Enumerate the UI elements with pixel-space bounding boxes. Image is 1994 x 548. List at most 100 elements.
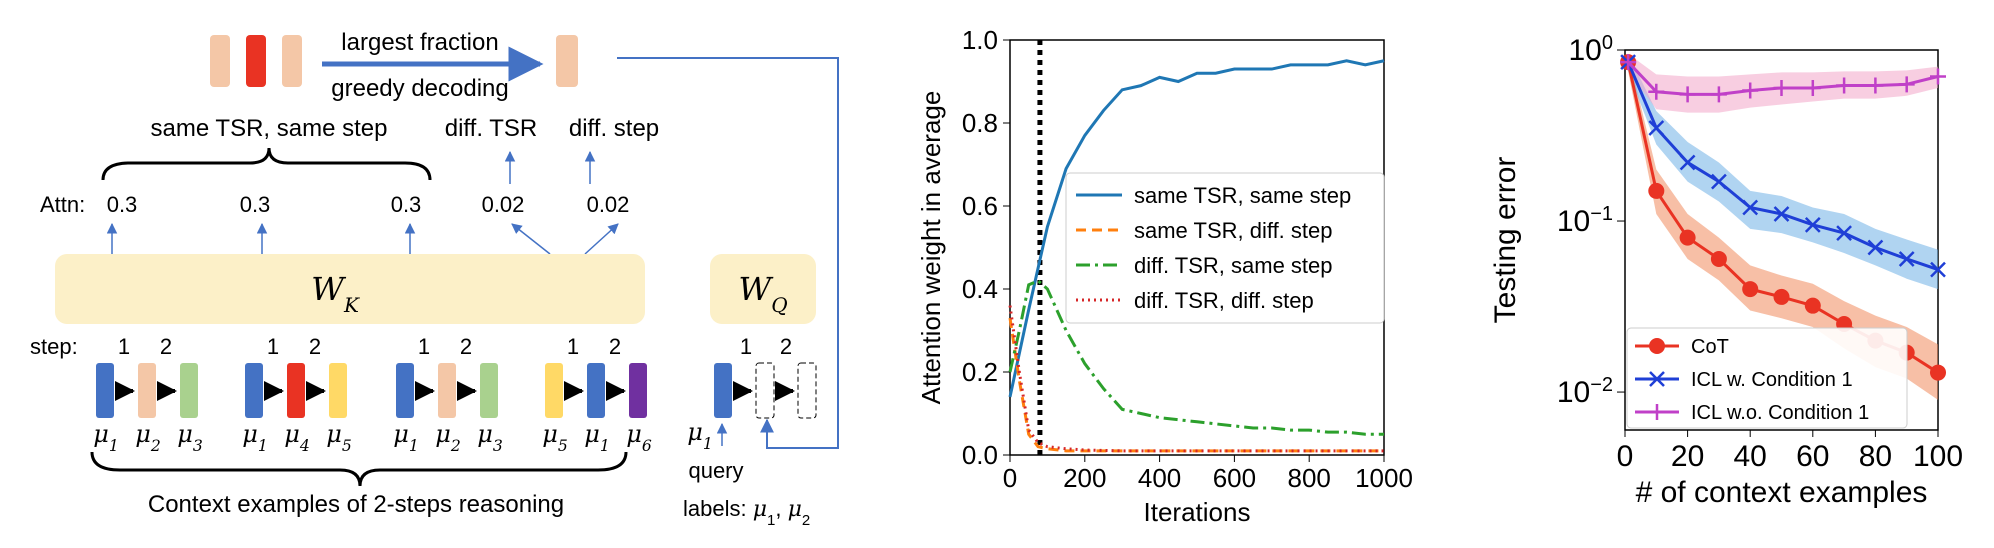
greedy-decoding-label: greedy decoding [331,75,508,102]
y-tick-label: 0.8 [962,108,998,138]
attn-label: Attn: [40,192,85,217]
query-token-bar [714,363,732,418]
y-tick-label: 0.6 [962,191,998,221]
token-bar [587,363,605,418]
legend-entry: CoT [1691,336,1729,358]
wk-label: WK [311,270,360,317]
attn-value: 0.3 [391,192,422,217]
token-mu: μ3 [477,420,503,455]
data-point [1930,68,1946,85]
x-tick-label: 1000 [1355,463,1413,493]
step-number: 1 [418,334,430,359]
output-token-bar [282,35,302,87]
output-token-bar [210,35,230,87]
data-point [1898,251,1915,267]
bottom-brace [90,451,628,487]
context-examples: 1 2 μ1 μ2 μ3 1 2 μ1 μ4 μ5 1 2 μ1 μ2 μ3 1 2 μ5 μ1 μ6 [93,334,652,455]
error-band [1628,53,1938,113]
output-token-bars [210,35,302,87]
data-point [1742,82,1759,99]
context-example: 1 2 μ1 μ2 μ3 [93,334,203,455]
error-band [1628,53,1938,400]
legend-entry: same TSR, same step [1134,183,1351,208]
context-example: 1 2 μ1 μ2 μ3 [393,334,503,455]
attn-value: 0.02 [482,192,525,217]
data-point [1710,250,1727,267]
y-tick-label: 100 [1569,32,1614,67]
y-tick-label: 0.4 [962,274,998,304]
x-tick-label: 200 [1063,463,1106,493]
data-point [1710,86,1727,103]
y-tick-label: 0.0 [962,440,998,470]
query-label: query [688,458,743,483]
y-tick-label: 10−2 [1557,374,1613,409]
x-tick-label: 60 [1796,440,1829,473]
token-bar [480,363,498,418]
legend-entry: ICL w.o. Condition 1 [1691,402,1869,424]
token-mu: μ2 [135,420,161,455]
data-point [1620,54,1637,71]
step-number: 1 [567,334,579,359]
y-tick-label: 1.0 [962,25,998,55]
context-example: 1 2 μ5 μ1 μ6 [542,334,652,455]
data-point [1804,79,1821,96]
token-mu: μ4 [284,420,310,455]
y-tick-label: 0.2 [962,357,998,387]
step-number: 1 [740,334,752,359]
attention-weight-chart: 0 200 400 600 800 1000 0.0 0.2 0.4 0.6 0.8 1.0 Itera… [916,25,1413,527]
token-mu: μ1 [393,420,419,455]
legend-entry: diff. TSR, same step [1134,253,1333,278]
data-point [1679,154,1696,171]
data-point [1773,79,1790,96]
token-mu: μ1 [242,420,268,455]
data-point [1930,364,1946,381]
token-bar [287,363,305,418]
step-number: 1 [118,334,130,359]
token-mu: μ2 [435,420,461,455]
token-mu: μ1 [93,420,119,455]
top-brace [101,147,432,181]
step-number: 2 [780,334,792,359]
legend-entry: diff. TSR, diff. step [1134,288,1314,313]
data-point [1648,120,1665,136]
feedback-loop-line [617,57,839,449]
data-point [1648,83,1665,100]
step-number: 2 [160,334,172,359]
y-tick-label: 10−1 [1557,203,1613,238]
token-bar [629,363,647,418]
step-number: 2 [609,334,621,359]
legend [1626,327,1908,429]
legend-entry: ICL w. Condition 1 [1691,369,1853,391]
x-tick-label: 100 [1913,440,1963,473]
token-bar [180,363,198,418]
token-bar [396,363,414,418]
legend-marker [1649,338,1665,354]
x-tick-label: 80 [1859,440,1892,473]
token-bar [138,363,156,418]
legend-marker [1649,404,1665,420]
x-tick-label: 0 [1003,463,1017,493]
x-tick-label: 0 [1617,440,1634,473]
output-result-bar [556,35,578,87]
token-mu: μ3 [177,420,203,455]
legend-marker [1649,371,1665,387]
wk-box [55,254,645,324]
data-point [1836,225,1852,241]
query-placeholder-bar [755,362,775,419]
data-point [1804,297,1821,314]
token-mu: μ6 [626,420,652,455]
step-number: 1 [267,334,279,359]
data-point [1836,77,1853,94]
data-point [1711,173,1727,190]
x-tick-label: 600 [1213,463,1256,493]
data-point [1804,216,1821,233]
error-band [1628,53,1938,290]
attn-value: 0.3 [107,192,138,217]
token-mu: μ1 [584,420,610,455]
same-tsr-same-step-label: same TSR, same step [151,115,388,142]
series-line [1008,59,1385,398]
x-tick-label: 400 [1138,463,1181,493]
y-axis-label: Testing error [1489,157,1522,324]
testing-error-chart: 0 20 40 60 80 100 100 10−1 10−2 # of context exam… [1489,32,1963,509]
